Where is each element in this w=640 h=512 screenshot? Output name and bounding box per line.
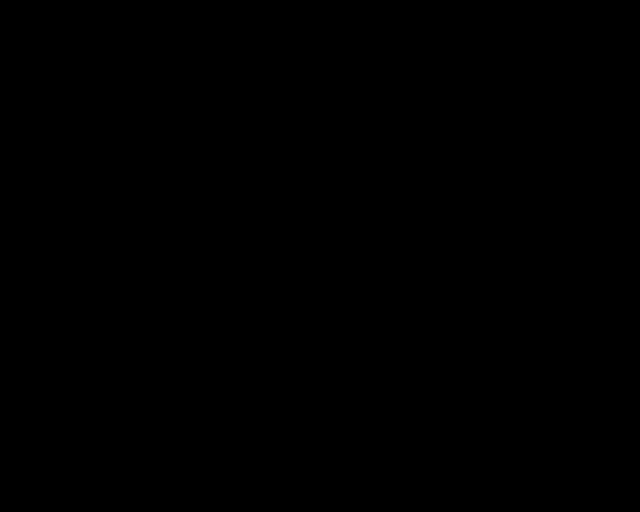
ace-rtsw-plot	[0, 0, 640, 512]
